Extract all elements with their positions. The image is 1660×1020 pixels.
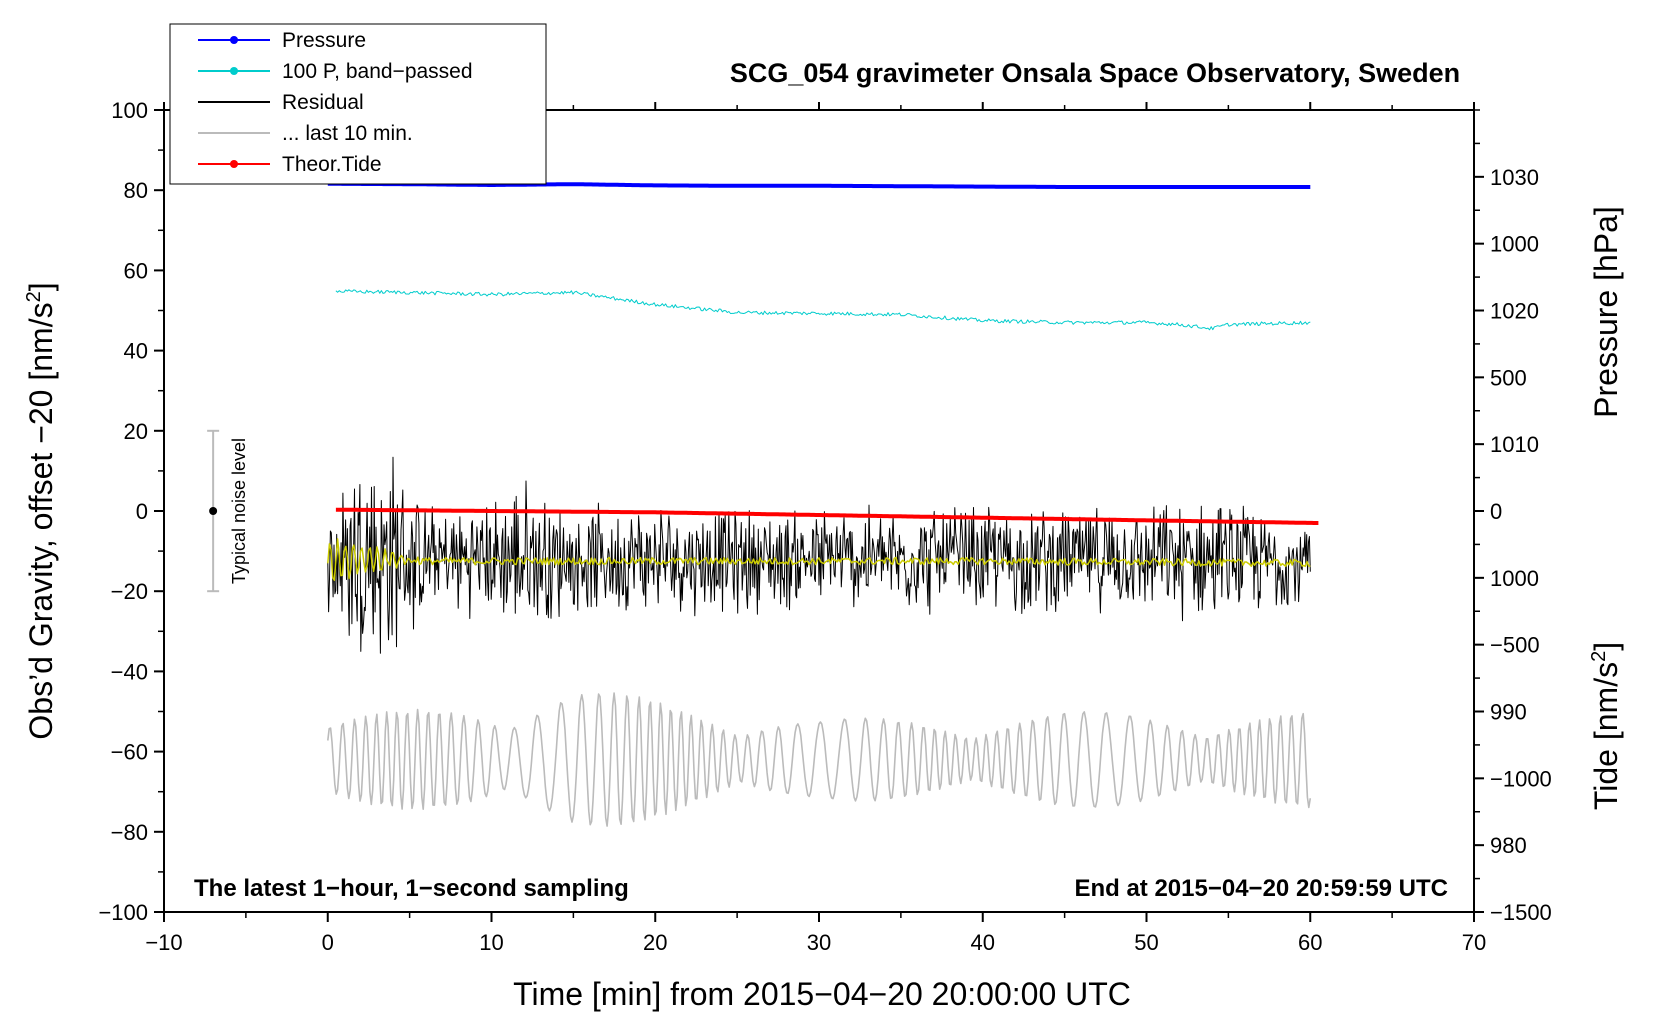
y-tick-label-tide: 500 bbox=[1490, 365, 1527, 390]
y-tick-label-left: 20 bbox=[124, 419, 148, 444]
x-tick-label: 10 bbox=[479, 930, 503, 955]
x-tick-label: 50 bbox=[1134, 930, 1158, 955]
noise-bar-center bbox=[209, 507, 218, 515]
legend-marker bbox=[230, 36, 238, 44]
y-tick-label-pressure: 1010 bbox=[1490, 432, 1539, 457]
x-tick-label: 70 bbox=[1462, 930, 1486, 955]
y-axis-label-pressure: Pressure [hPa] bbox=[1588, 206, 1624, 418]
y-tick-label-tide: −1500 bbox=[1490, 900, 1552, 925]
y-tick-label-tide: −1000 bbox=[1490, 766, 1552, 791]
y-tick-label-left: −20 bbox=[111, 579, 148, 604]
x-tick-label: 60 bbox=[1298, 930, 1322, 955]
y-tick-label-tide: −500 bbox=[1490, 633, 1540, 658]
legend-label: Residual bbox=[282, 91, 364, 114]
legend-label: Theor.Tide bbox=[282, 153, 382, 176]
noise-bar-label: Typical noise level bbox=[229, 438, 249, 584]
legend-label: ... last 10 min. bbox=[282, 122, 413, 145]
legend-marker bbox=[230, 67, 238, 75]
x-tick-label: 20 bbox=[643, 930, 667, 955]
y-axis-label-left: Obs’d Gravity, offset −20 [nm/s2] bbox=[23, 282, 59, 739]
x-axis-label: Time [min] from 2015−04−20 20:00:00 UTC bbox=[513, 976, 1131, 1012]
series-theor-tide bbox=[335, 507, 1319, 525]
y-tick-label-tide: 0 bbox=[1490, 499, 1502, 524]
y-tick-label-left: −100 bbox=[98, 900, 148, 925]
annotation-sampling: The latest 1−hour, 1−second sampling bbox=[194, 875, 629, 902]
series-last-10-min bbox=[327, 692, 1312, 827]
noise-level-indicator: Typical noise level bbox=[207, 429, 249, 593]
y-tick-label-left: 80 bbox=[124, 178, 148, 203]
y-axis-label-tide: Tide [nm/s2] bbox=[1588, 642, 1624, 810]
y-tick-label-pressure: 1030 bbox=[1490, 165, 1539, 190]
series-100-p-band-passed bbox=[335, 289, 1311, 331]
y-tick-label-pressure: 1000 bbox=[1490, 566, 1539, 591]
x-tick-label: −10 bbox=[145, 930, 182, 955]
chart-title: SCG_054 gravimeter Onsala Space Observat… bbox=[730, 58, 1460, 88]
x-tick-label: 30 bbox=[807, 930, 831, 955]
y-tick-label-left: 100 bbox=[111, 98, 148, 123]
series-pressure bbox=[327, 181, 1311, 189]
series-residual bbox=[327, 456, 1311, 654]
y-tick-label-pressure: 1020 bbox=[1490, 299, 1539, 324]
y-tick-label-left: −40 bbox=[111, 659, 148, 684]
ticks-layer: −10 0 10 20 30 40 50 60 70−100−80−60−40−20020406… bbox=[98, 98, 1551, 955]
legend-label: Pressure bbox=[282, 29, 366, 52]
legend-marker bbox=[230, 160, 238, 168]
y-tick-label-pressure: 990 bbox=[1490, 700, 1527, 725]
y-tick-label-tide: 1000 bbox=[1490, 232, 1539, 257]
x-tick-label: 40 bbox=[971, 930, 995, 955]
legend-box bbox=[169, 23, 547, 185]
y-tick-label-pressure: 980 bbox=[1490, 833, 1527, 858]
series-layer bbox=[327, 181, 1319, 827]
y-tick-label-left: 60 bbox=[124, 258, 148, 283]
x-tick-label: 0 bbox=[322, 930, 334, 955]
annotation-end-time: End at 2015−04−20 20:59:59 UTC bbox=[1074, 875, 1448, 902]
legend: Pressure 100 P, band−passed Residual ... la… bbox=[169, 23, 547, 185]
y-tick-label-left: 0 bbox=[136, 499, 148, 524]
y-tick-label-left: −80 bbox=[111, 820, 148, 845]
y-tick-label-left: −60 bbox=[111, 740, 148, 765]
y-tick-label-left: 40 bbox=[124, 339, 148, 364]
legend-label: 100 P, band−passed bbox=[282, 60, 473, 83]
series-residual-smoothed bbox=[327, 538, 1311, 582]
